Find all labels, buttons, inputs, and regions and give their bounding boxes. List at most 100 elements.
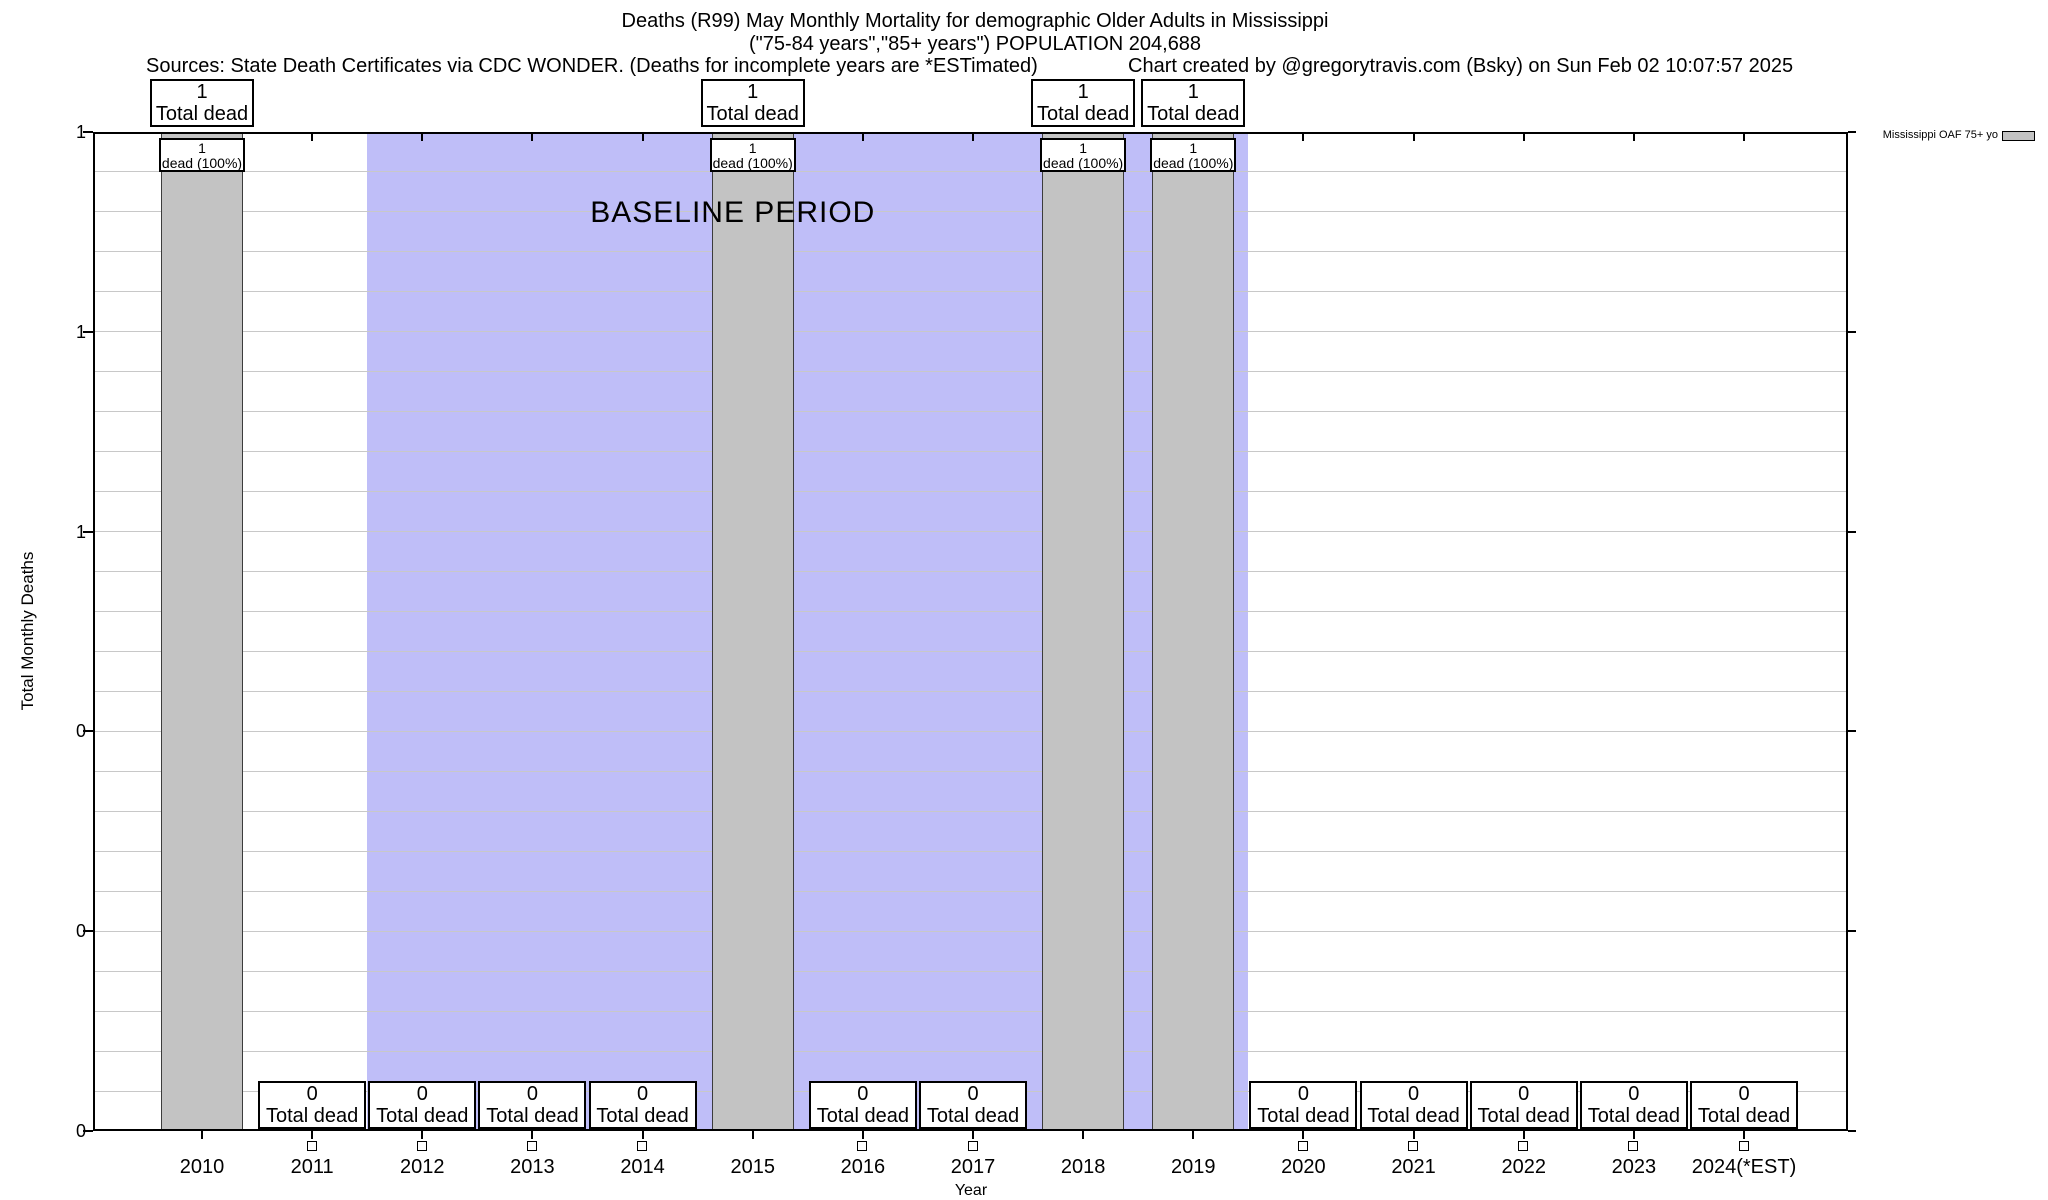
- total-dead-annotation-text: Total dead: [1036, 103, 1130, 125]
- zero-point-marker: [857, 1141, 868, 1151]
- zero-annotation-box: 0 Total dead: [919, 1081, 1027, 1129]
- legend-series-label: Mississippi OAF 75+ yo: [1882, 129, 1998, 141]
- x-tick-top: [972, 134, 974, 141]
- zero-annotation-text: Total dead: [376, 1105, 469, 1127]
- zero-annotation-text: Total dead: [486, 1105, 579, 1127]
- x-tick-top: [531, 134, 534, 141]
- bar-inner-label-text: 1: [1189, 140, 1198, 156]
- bar-inner-label-text: 1: [748, 140, 757, 156]
- zero-annotation-text: Total dead: [816, 1105, 909, 1127]
- zero-annotation-text: 0: [1297, 1083, 1309, 1105]
- y-gridline: [93, 810, 1848, 812]
- y-gridline: [93, 291, 1848, 293]
- zero-annotation-box: 0 Total dead: [1690, 1081, 1798, 1129]
- total-dead-annotation-box: 1 Total dead: [1141, 79, 1246, 127]
- zero-annotation-box: 0 Total dead: [1469, 1081, 1578, 1129]
- x-tick-label: 2015: [730, 1156, 775, 1178]
- zero-annotation-text: 0: [1518, 1083, 1530, 1105]
- zero-annotation-text: 0: [967, 1083, 979, 1105]
- x-tick-top: [1632, 134, 1635, 141]
- total-dead-annotation-text: 1: [1077, 81, 1089, 103]
- y-tick-label: 1: [75, 321, 86, 342]
- y-gridline: [93, 211, 1848, 213]
- y-gridline: [93, 850, 1848, 852]
- zero-annotation-box: 0 Total dead: [368, 1081, 477, 1129]
- zero-annotation-box: 0 Total dead: [1579, 1081, 1688, 1129]
- x-tick-bottom: [1522, 1124, 1525, 1139]
- x-tick-label: 2020: [1281, 1156, 1326, 1178]
- y-major-tick-left: [83, 330, 93, 333]
- legend-bar-swatch-icon: [2002, 131, 2035, 141]
- y-gridline: [93, 531, 1848, 533]
- zero-annotation-box: 0 Total dead: [1249, 1081, 1358, 1129]
- bar-inner-label-text: dead (100%): [712, 155, 793, 171]
- y-axis-label: Total Monthly Deaths: [18, 551, 37, 711]
- zero-annotation-text: 0: [1628, 1083, 1640, 1105]
- y-gridline: [93, 451, 1848, 453]
- zero-annotation-box: 0 Total dead: [588, 1081, 697, 1129]
- source-note: Sources: State Death Certificates via CD…: [146, 55, 1038, 77]
- zero-annotation-text: 0: [416, 1083, 428, 1105]
- x-tick-bottom: [641, 1124, 644, 1139]
- zero-annotation-text: Total dead: [926, 1105, 1020, 1127]
- x-tick-label: 2013: [510, 1156, 555, 1178]
- zero-annotation-text: 0: [1738, 1083, 1750, 1105]
- y-tick-label: 0: [75, 1121, 86, 1141]
- x-tick-top: [861, 134, 864, 141]
- x-tick-label: 2017: [950, 1156, 996, 1178]
- bar: [711, 132, 794, 1131]
- y-gridline: [93, 1050, 1848, 1052]
- legend: Mississippi OAF 75+ yo: [1798, 129, 2048, 145]
- zero-annotation-text: Total dead: [1477, 1105, 1570, 1127]
- x-tick-bottom: [1743, 1124, 1745, 1139]
- y-major-tick-left: [83, 1130, 93, 1132]
- bar: [1152, 132, 1235, 1131]
- credit-note: Chart created by @gregorytravis.com (Bsk…: [1128, 55, 1794, 77]
- baseline-period-label: BASELINE PERIOD: [590, 196, 876, 229]
- x-tick-bottom: [1632, 1124, 1635, 1139]
- x-tick-label: 2024(*EST): [1691, 1156, 1797, 1178]
- zero-point-marker: [306, 1141, 317, 1151]
- y-gridline: [93, 770, 1848, 772]
- zero-annotation-text: Total dead: [265, 1105, 359, 1127]
- bar-inner-label-box: 1 dead (100%): [1150, 138, 1237, 172]
- zero-point-marker: [637, 1141, 648, 1151]
- x-tick-top: [641, 134, 644, 141]
- x-tick-bottom: [972, 1124, 974, 1139]
- y-tick-label: 1: [75, 122, 86, 142]
- zero-annotation-text: 0: [1408, 1083, 1420, 1105]
- x-tick-bottom: [531, 1124, 534, 1139]
- x-tick-label: 2010: [179, 1156, 225, 1178]
- x-tick-top: [1302, 134, 1305, 141]
- y-gridline: [93, 690, 1848, 692]
- x-tick-top: [1743, 134, 1745, 141]
- x-tick-label: 2022: [1501, 1156, 1546, 1178]
- total-dead-annotation-box: 1 Total dead: [1031, 79, 1136, 127]
- zero-point-marker: [1628, 1141, 1639, 1151]
- zero-annotation-box: 0 Total dead: [478, 1081, 587, 1129]
- y-major-tick-right: [1848, 131, 1856, 133]
- zero-point-marker: [967, 1141, 978, 1151]
- x-tick-bottom: [751, 1124, 754, 1139]
- x-tick-label: 2011: [290, 1156, 334, 1178]
- y-major-tick-left: [83, 530, 93, 533]
- y-gridline: [93, 411, 1848, 413]
- y-major-tick-left: [83, 730, 93, 733]
- bar-inner-label-box: 1 dead (100%): [709, 138, 796, 172]
- y-tick-label: 1: [75, 521, 86, 542]
- bar-inner-label-text: 1: [198, 140, 206, 156]
- y-gridline: [93, 930, 1848, 932]
- x-tick-bottom: [1082, 1124, 1085, 1139]
- y-gridline: [93, 890, 1848, 892]
- x-tick-label: 2016: [840, 1156, 886, 1178]
- zero-annotation-text: Total dead: [596, 1105, 689, 1127]
- zero-annotation-text: 0: [526, 1083, 538, 1105]
- x-tick-bottom: [311, 1124, 314, 1139]
- y-tick-label: 0: [75, 921, 86, 942]
- total-dead-annotation-box: 1 Total dead: [700, 79, 805, 127]
- y-gridline: [93, 1010, 1848, 1012]
- chart-title: Deaths (R99) May Monthly Mortality for d…: [621, 10, 1329, 32]
- total-dead-annotation-text: 1: [747, 81, 759, 103]
- bar-inner-label-text: dead (100%): [1153, 155, 1234, 171]
